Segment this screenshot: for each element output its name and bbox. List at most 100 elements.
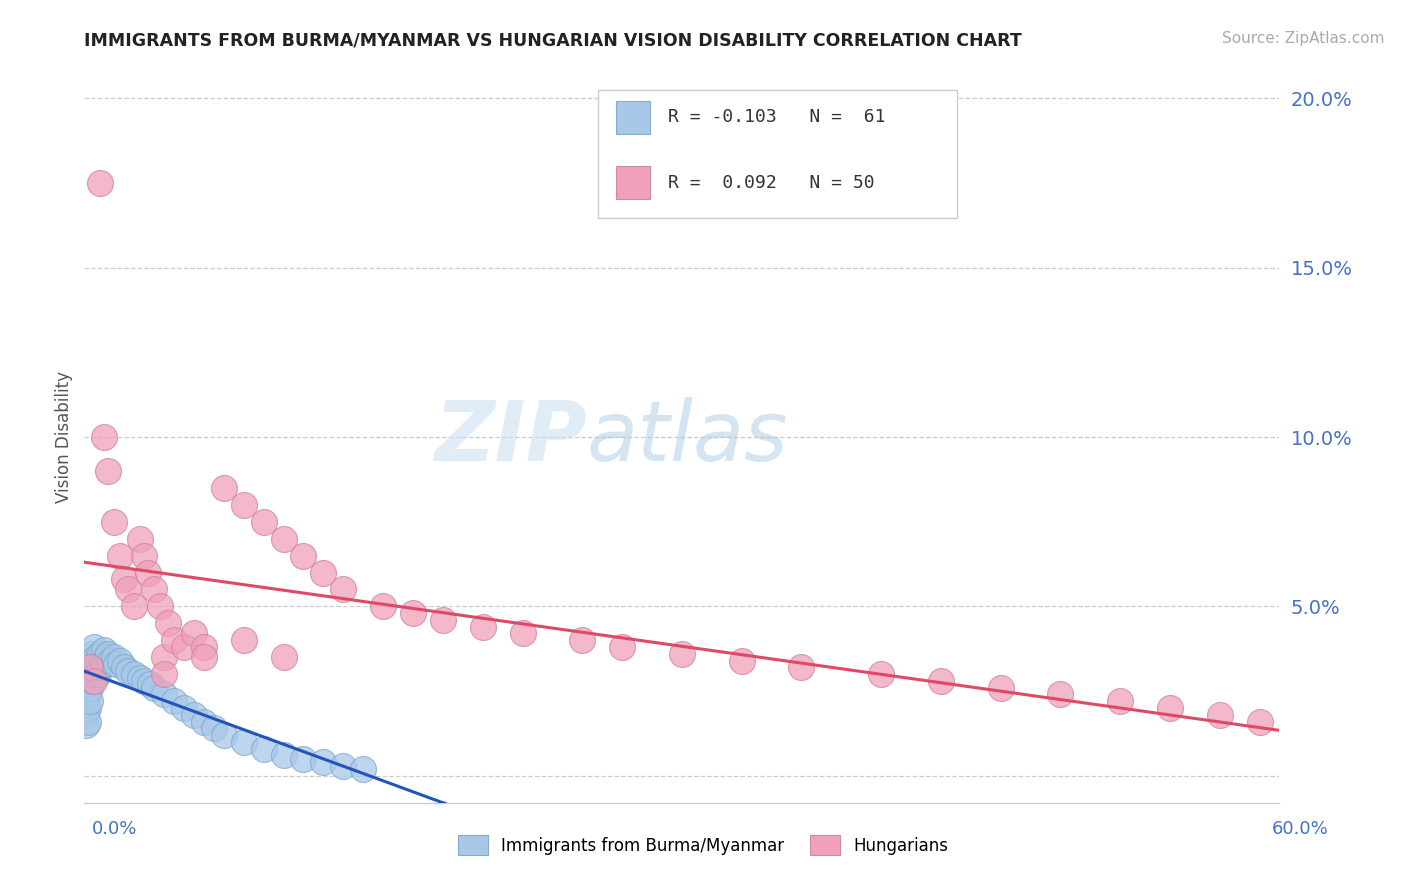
- Point: [870, 667, 893, 681]
- Point: [163, 633, 186, 648]
- Point: [273, 650, 295, 665]
- Point: [82, 660, 104, 674]
- Point: [1249, 714, 1271, 729]
- Point: [75, 707, 97, 722]
- Point: [86, 650, 108, 665]
- Point: [610, 640, 633, 654]
- FancyBboxPatch shape: [616, 101, 650, 134]
- Point: [77, 714, 100, 729]
- Point: [232, 498, 254, 512]
- Point: [82, 673, 104, 688]
- Point: [110, 549, 132, 563]
- Point: [87, 654, 110, 668]
- Point: [143, 582, 166, 597]
- Point: [75, 701, 97, 715]
- Point: [75, 681, 97, 695]
- Point: [193, 640, 215, 654]
- FancyBboxPatch shape: [616, 167, 650, 199]
- Point: [671, 647, 693, 661]
- Point: [273, 748, 295, 763]
- Point: [110, 654, 132, 668]
- Point: [153, 688, 176, 702]
- Point: [79, 681, 101, 695]
- Text: 60.0%: 60.0%: [1272, 820, 1329, 838]
- Point: [143, 681, 166, 695]
- Point: [1208, 707, 1230, 722]
- Point: [75, 673, 97, 688]
- Text: IMMIGRANTS FROM BURMA/MYANMAR VS HUNGARIAN VISION DISABILITY CORRELATION CHART: IMMIGRANTS FROM BURMA/MYANMAR VS HUNGARI…: [84, 31, 1022, 49]
- Point: [292, 549, 315, 563]
- Point: [273, 532, 295, 546]
- Point: [89, 647, 111, 661]
- Point: [75, 667, 97, 681]
- Point: [83, 640, 105, 654]
- Point: [471, 620, 494, 634]
- Point: [183, 626, 205, 640]
- Point: [87, 667, 110, 681]
- Point: [432, 613, 454, 627]
- Text: R = -0.103   N =  61: R = -0.103 N = 61: [668, 108, 884, 126]
- Point: [193, 714, 215, 729]
- Text: ZIP: ZIP: [433, 397, 586, 477]
- Point: [253, 515, 276, 529]
- Point: [75, 718, 97, 732]
- Point: [89, 176, 111, 190]
- Point: [312, 755, 335, 769]
- Point: [129, 671, 152, 685]
- Point: [149, 599, 172, 614]
- Point: [153, 667, 176, 681]
- Point: [129, 532, 152, 546]
- Point: [77, 701, 100, 715]
- Point: [371, 599, 394, 614]
- Point: [202, 721, 225, 735]
- Point: [571, 633, 593, 648]
- Point: [117, 582, 139, 597]
- Point: [89, 660, 111, 674]
- Point: [91, 654, 114, 668]
- Point: [98, 654, 121, 668]
- Point: [75, 688, 97, 702]
- Point: [332, 582, 354, 597]
- Point: [790, 660, 813, 674]
- Point: [77, 688, 100, 702]
- Point: [157, 616, 180, 631]
- Point: [86, 664, 108, 678]
- Point: [122, 667, 145, 681]
- Point: [193, 650, 215, 665]
- Point: [93, 657, 115, 671]
- Point: [117, 664, 139, 678]
- Point: [132, 673, 156, 688]
- Point: [132, 549, 156, 563]
- Point: [79, 654, 101, 668]
- Point: [402, 606, 425, 620]
- Point: [103, 650, 125, 665]
- Point: [122, 599, 145, 614]
- Point: [83, 654, 105, 668]
- Y-axis label: Vision Disability: Vision Disability: [55, 371, 73, 503]
- Text: 0.0%: 0.0%: [91, 820, 136, 838]
- Point: [232, 633, 254, 648]
- Point: [212, 481, 235, 495]
- Point: [103, 515, 125, 529]
- Point: [990, 681, 1012, 695]
- Text: R =  0.092   N = 50: R = 0.092 N = 50: [668, 174, 875, 192]
- Point: [77, 673, 100, 688]
- Point: [97, 647, 120, 661]
- Point: [79, 667, 101, 681]
- Point: [97, 464, 120, 478]
- Point: [183, 707, 205, 722]
- Point: [253, 741, 276, 756]
- Point: [163, 694, 186, 708]
- Point: [112, 660, 135, 674]
- Point: [75, 684, 97, 698]
- Point: [512, 626, 534, 640]
- Point: [1049, 688, 1071, 702]
- Point: [77, 660, 100, 674]
- Text: Source: ZipAtlas.com: Source: ZipAtlas.com: [1222, 31, 1385, 46]
- Point: [93, 643, 115, 657]
- Point: [1159, 701, 1181, 715]
- Point: [83, 667, 105, 681]
- Point: [82, 647, 104, 661]
- Point: [1109, 694, 1132, 708]
- Point: [83, 673, 105, 688]
